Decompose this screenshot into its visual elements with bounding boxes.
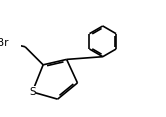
Text: Br: Br [0,38,9,48]
Text: S: S [29,87,36,97]
